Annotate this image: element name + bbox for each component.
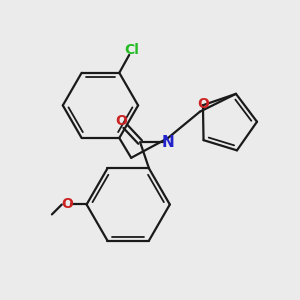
Text: N: N	[161, 135, 174, 150]
Text: O: O	[61, 197, 73, 212]
Text: O: O	[197, 97, 209, 111]
Text: Cl: Cl	[125, 43, 140, 57]
Text: O: O	[115, 114, 127, 128]
